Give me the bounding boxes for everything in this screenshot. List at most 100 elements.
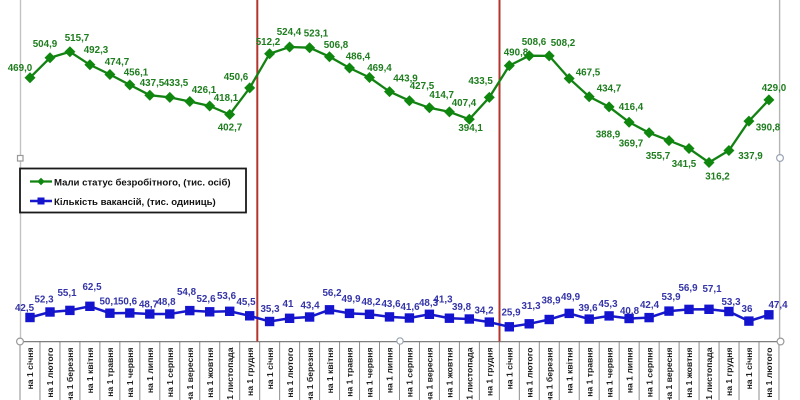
svg-text:41,3: 41,3 xyxy=(433,295,453,306)
svg-text:на 1 лютого: на 1 лютого xyxy=(524,348,534,398)
svg-text:50,6: 50,6 xyxy=(118,297,138,308)
svg-text:337,9: 337,9 xyxy=(738,151,763,162)
svg-text:49,9: 49,9 xyxy=(341,294,361,305)
svg-text:53,9: 53,9 xyxy=(661,292,681,303)
svg-text:на 1 січня: на 1 січня xyxy=(504,348,514,390)
svg-text:355,7: 355,7 xyxy=(646,151,671,162)
svg-text:450,6: 450,6 xyxy=(224,72,249,83)
svg-text:на 1 травня: на 1 травня xyxy=(345,348,355,397)
svg-text:на 1 грудня: на 1 грудня xyxy=(245,348,255,396)
svg-text:524,4: 524,4 xyxy=(277,27,302,38)
svg-text:316,2: 316,2 xyxy=(705,172,730,183)
svg-text:56,2: 56,2 xyxy=(322,288,342,299)
svg-text:34,2: 34,2 xyxy=(474,306,494,317)
svg-text:42,4: 42,4 xyxy=(640,300,660,311)
svg-text:429,0: 429,0 xyxy=(762,83,787,94)
svg-text:39,8: 39,8 xyxy=(452,302,472,313)
svg-text:504,9: 504,9 xyxy=(33,39,58,50)
svg-text:369,7: 369,7 xyxy=(619,139,644,150)
svg-text:42,5: 42,5 xyxy=(15,303,35,314)
svg-text:Мали статус безробітного, (тис: Мали статус безробітного, (тис. осіб) xyxy=(54,178,231,189)
svg-text:474,7: 474,7 xyxy=(105,57,130,68)
svg-text:515,7: 515,7 xyxy=(65,33,90,44)
svg-text:45,5: 45,5 xyxy=(236,297,256,308)
svg-text:на 1 лютого: на 1 лютого xyxy=(45,348,55,398)
svg-text:49,9: 49,9 xyxy=(561,292,581,303)
svg-text:418,1: 418,1 xyxy=(214,93,239,104)
svg-text:на 1 квітня: на 1 квітня xyxy=(564,348,574,394)
svg-text:на 1 березня: на 1 березня xyxy=(65,348,75,400)
svg-text:43,6: 43,6 xyxy=(381,299,401,310)
svg-text:на 1 липня: на 1 липня xyxy=(624,348,634,394)
svg-text:508,2: 508,2 xyxy=(551,38,576,49)
svg-text:394,1: 394,1 xyxy=(458,123,483,134)
svg-text:443,9: 443,9 xyxy=(393,74,418,85)
svg-text:на 1 червня: на 1 червня xyxy=(604,348,614,398)
svg-text:на 1 січня: на 1 січня xyxy=(265,348,275,390)
svg-text:на 1 січня: на 1 січня xyxy=(744,348,754,390)
svg-text:на 1 липня: на 1 липня xyxy=(145,348,155,394)
svg-text:508,6: 508,6 xyxy=(522,37,547,48)
svg-text:456,1: 456,1 xyxy=(124,68,149,79)
svg-text:388,9: 388,9 xyxy=(596,130,621,141)
svg-text:53,6: 53,6 xyxy=(217,291,237,302)
svg-text:57,1: 57,1 xyxy=(702,284,722,295)
svg-text:512,2: 512,2 xyxy=(256,37,281,48)
svg-text:25,9: 25,9 xyxy=(501,308,521,319)
svg-text:437,5: 437,5 xyxy=(140,78,165,89)
svg-text:341,5: 341,5 xyxy=(672,159,697,170)
svg-text:523,1: 523,1 xyxy=(304,29,329,40)
svg-text:469,0: 469,0 xyxy=(8,63,33,74)
svg-text:390,8: 390,8 xyxy=(756,123,781,134)
svg-text:на 1 січня: на 1 січня xyxy=(25,348,35,390)
svg-text:на 1 лютого: на 1 лютого xyxy=(285,348,295,398)
svg-text:469,4: 469,4 xyxy=(367,63,392,74)
svg-text:на 1 березня: на 1 березня xyxy=(544,348,554,400)
svg-text:на 1 вересня: на 1 вересня xyxy=(425,348,435,400)
svg-text:на 1 червня: на 1 червня xyxy=(365,348,375,398)
svg-text:55,1: 55,1 xyxy=(57,288,77,299)
svg-text:54,8: 54,8 xyxy=(177,287,197,298)
svg-text:48,3: 48,3 xyxy=(419,298,439,309)
svg-text:433,5: 433,5 xyxy=(468,76,493,87)
svg-text:56,9: 56,9 xyxy=(678,283,698,294)
svg-text:48,8: 48,8 xyxy=(156,297,176,308)
svg-text:на 1 вересня: на 1 вересня xyxy=(664,348,674,400)
svg-text:на 1 листопада: на 1 листопада xyxy=(225,347,235,400)
svg-text:на 1 вересня: на 1 вересня xyxy=(185,348,195,400)
svg-text:на 1 травня: на 1 травня xyxy=(105,348,115,397)
svg-text:492,3: 492,3 xyxy=(84,45,109,56)
svg-text:на 1 грудня: на 1 грудня xyxy=(485,348,495,396)
svg-text:486,4: 486,4 xyxy=(346,52,371,63)
svg-text:402,7: 402,7 xyxy=(218,123,243,134)
svg-text:433,5: 433,5 xyxy=(164,78,189,89)
svg-text:45,3: 45,3 xyxy=(598,299,618,310)
svg-text:50,1: 50,1 xyxy=(99,297,119,308)
svg-text:на 1 жовтня: на 1 жовтня xyxy=(684,348,694,398)
svg-text:на 1 серпня: на 1 серпня xyxy=(644,348,654,398)
svg-text:35,3: 35,3 xyxy=(260,304,280,315)
svg-text:407,4: 407,4 xyxy=(452,98,477,109)
svg-text:на 1 серпня: на 1 серпня xyxy=(165,348,175,398)
svg-text:490,8: 490,8 xyxy=(504,48,529,59)
svg-text:на 1 серпня: на 1 серпня xyxy=(405,348,415,398)
svg-text:на 1 червня: на 1 червня xyxy=(125,348,135,398)
svg-text:40,8: 40,8 xyxy=(620,306,640,317)
svg-text:414,7: 414,7 xyxy=(429,90,454,101)
svg-text:48,2: 48,2 xyxy=(361,297,381,308)
svg-text:31,3: 31,3 xyxy=(521,301,541,312)
svg-text:62,5: 62,5 xyxy=(82,282,102,293)
svg-text:426,1: 426,1 xyxy=(192,85,217,96)
svg-text:на 1 грудня: на 1 грудня xyxy=(724,348,734,396)
svg-text:416,4: 416,4 xyxy=(619,102,644,113)
svg-text:на 1 жовтня: на 1 жовтня xyxy=(445,348,455,398)
svg-text:на 1 жовтня: на 1 жовтня xyxy=(205,348,215,398)
svg-text:43,4: 43,4 xyxy=(300,301,320,312)
svg-text:52,6: 52,6 xyxy=(196,294,216,305)
svg-text:53,3: 53,3 xyxy=(721,297,741,308)
svg-text:48,7: 48,7 xyxy=(139,300,159,311)
svg-text:41: 41 xyxy=(283,299,294,310)
svg-text:39,6: 39,6 xyxy=(578,303,598,314)
svg-text:на 1 лютого: на 1 лютого xyxy=(764,348,774,398)
svg-text:427,5: 427,5 xyxy=(410,81,435,92)
